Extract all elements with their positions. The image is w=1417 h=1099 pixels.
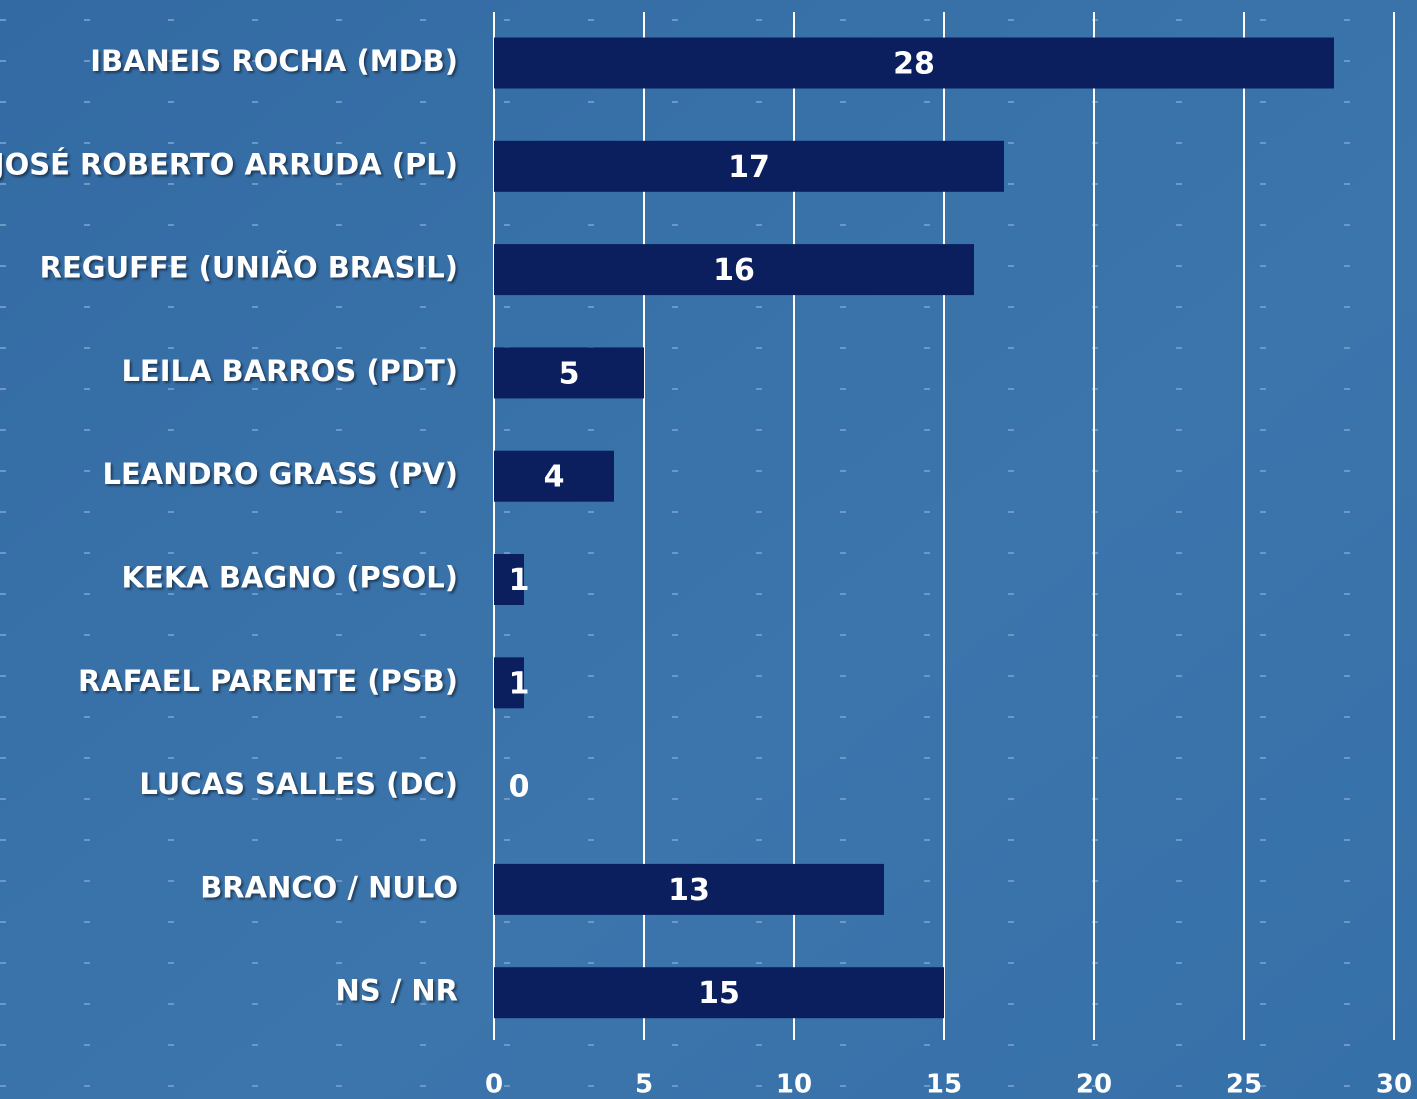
bar [494,140,1004,192]
y-tick-label: KEKA BAGNO (PSOL) [122,561,458,595]
y-tick-label: LUCAS SALLES (DC) [139,767,458,801]
y-tick-label: IBANEIS ROCHA (MDB) [90,44,458,78]
x-tick-label: 0 [485,1070,503,1099]
x-tick-label: 15 [926,1070,962,1099]
y-tick-label: RAFAEL PARENTE (PSB) [78,664,458,698]
value-label: 5 [559,356,580,391]
value-label: 4 [544,460,565,495]
value-label: 15 [698,976,740,1011]
bar [494,554,524,605]
x-tick-label: 25 [1226,1070,1262,1099]
value-label: 1 [509,563,530,598]
y-tick-label: BRANCO / NULO [200,870,458,904]
bar [494,657,524,709]
value-label: 16 [713,253,755,288]
y-tick-label: LEANDRO GRASS (PV) [102,457,458,491]
x-tick-label: 20 [1076,1070,1112,1099]
value-label: 17 [728,150,770,185]
y-tick-label: JOSÉ ROBERTO ARRUDA (PL) [0,147,458,181]
x-tick-label: 30 [1376,1070,1412,1099]
y-tick-label: NS / NR [335,974,458,1008]
value-label: 28 [893,47,935,82]
y-tick-label: REGUFFE (UNIÃO BRASIL) [40,251,458,285]
bar [494,863,884,915]
value-label: 0 [509,770,530,805]
bar [494,967,944,1019]
bar [494,347,644,399]
y-tick-label: LEILA BARROS (PDT) [121,354,458,388]
value-label: 1 [509,666,530,701]
x-tick-label: 10 [776,1070,812,1099]
x-tick-label: 5 [635,1070,653,1099]
value-label: 13 [668,873,710,908]
bar [494,450,614,502]
bar [494,37,1334,89]
bar [494,244,974,296]
